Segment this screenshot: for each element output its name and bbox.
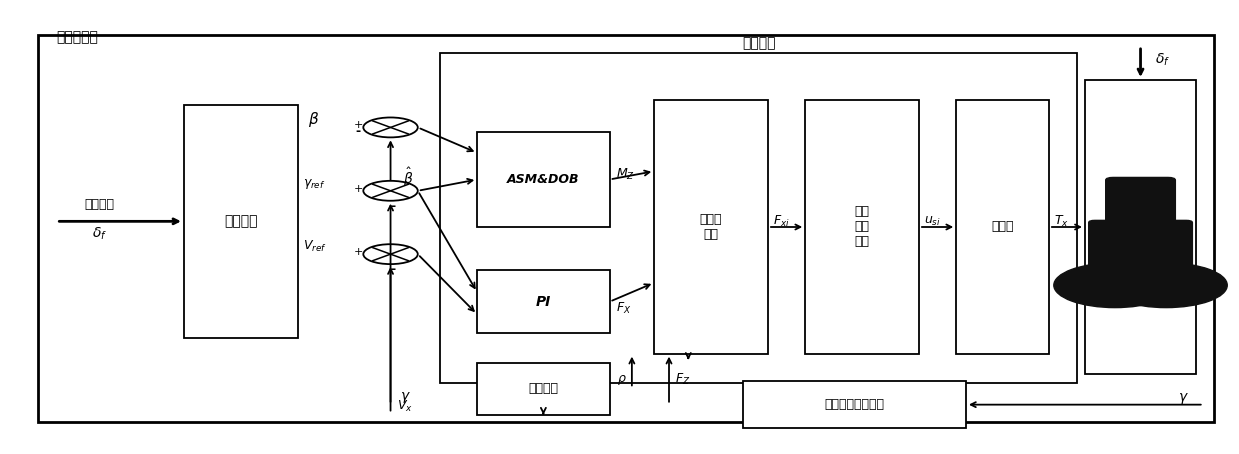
FancyBboxPatch shape <box>1105 178 1176 241</box>
Text: $\beta$: $\beta$ <box>307 110 318 129</box>
Text: -: - <box>390 200 395 212</box>
Text: $\delta_f$: $\delta_f$ <box>92 226 108 242</box>
Text: 质心侧偏角观测器: 质心侧偏角观测器 <box>825 398 885 411</box>
Text: 上层控制: 上层控制 <box>742 36 776 50</box>
Text: $\gamma_{ref}$: $\gamma_{ref}$ <box>302 177 325 191</box>
Bar <box>477 363 610 415</box>
Circle shape <box>1054 263 1176 308</box>
Text: +: + <box>353 247 363 257</box>
Text: $\gamma$: $\gamma$ <box>400 390 411 405</box>
Text: $V_{ref}$: $V_{ref}$ <box>302 239 326 254</box>
Bar <box>38 35 1213 422</box>
Text: 执行器: 执行器 <box>991 221 1014 233</box>
Text: $F_Z$: $F_Z$ <box>675 372 690 387</box>
Text: $\delta_f$: $\delta_f$ <box>1156 51 1171 68</box>
Bar <box>477 132 610 227</box>
Text: $F_{xi}$: $F_{xi}$ <box>773 214 789 229</box>
Bar <box>743 381 966 429</box>
Text: PI: PI <box>535 295 551 309</box>
Bar <box>1085 80 1196 374</box>
Text: 容错分
配层: 容错分 配层 <box>700 213 722 241</box>
Text: 故障诊断: 故障诊断 <box>528 382 559 395</box>
Text: $V_x$: $V_x$ <box>396 399 413 414</box>
Bar <box>477 270 610 333</box>
Text: +: + <box>353 183 363 193</box>
Text: +: + <box>353 120 363 130</box>
Text: ASM&DOB: ASM&DOB <box>507 173 580 186</box>
Text: $T_x$: $T_x$ <box>1054 214 1069 229</box>
Text: $\gamma$: $\gamma$ <box>1178 391 1188 406</box>
Text: -: - <box>356 125 361 138</box>
Bar <box>440 53 1078 383</box>
Circle shape <box>1105 263 1228 308</box>
Text: $F_X$: $F_X$ <box>616 301 631 316</box>
Text: 参考模型: 参考模型 <box>224 214 258 228</box>
Text: $u_{si}$: $u_{si}$ <box>924 215 940 228</box>
Text: -: - <box>390 263 395 276</box>
FancyBboxPatch shape <box>1089 220 1192 294</box>
Bar <box>654 100 768 354</box>
Text: $\hat{\beta}$: $\hat{\beta}$ <box>403 166 414 189</box>
Text: $\rho$: $\rho$ <box>617 373 627 387</box>
Bar <box>183 105 297 338</box>
Text: 滑移
率控
制器: 滑移 率控 制器 <box>855 206 870 248</box>
Text: 驾驶员输入: 驾驶员输入 <box>57 30 98 44</box>
Text: $M_Z$: $M_Z$ <box>616 167 634 182</box>
Text: 油门信号: 油门信号 <box>84 197 115 211</box>
Bar <box>805 100 919 354</box>
Bar <box>957 100 1049 354</box>
